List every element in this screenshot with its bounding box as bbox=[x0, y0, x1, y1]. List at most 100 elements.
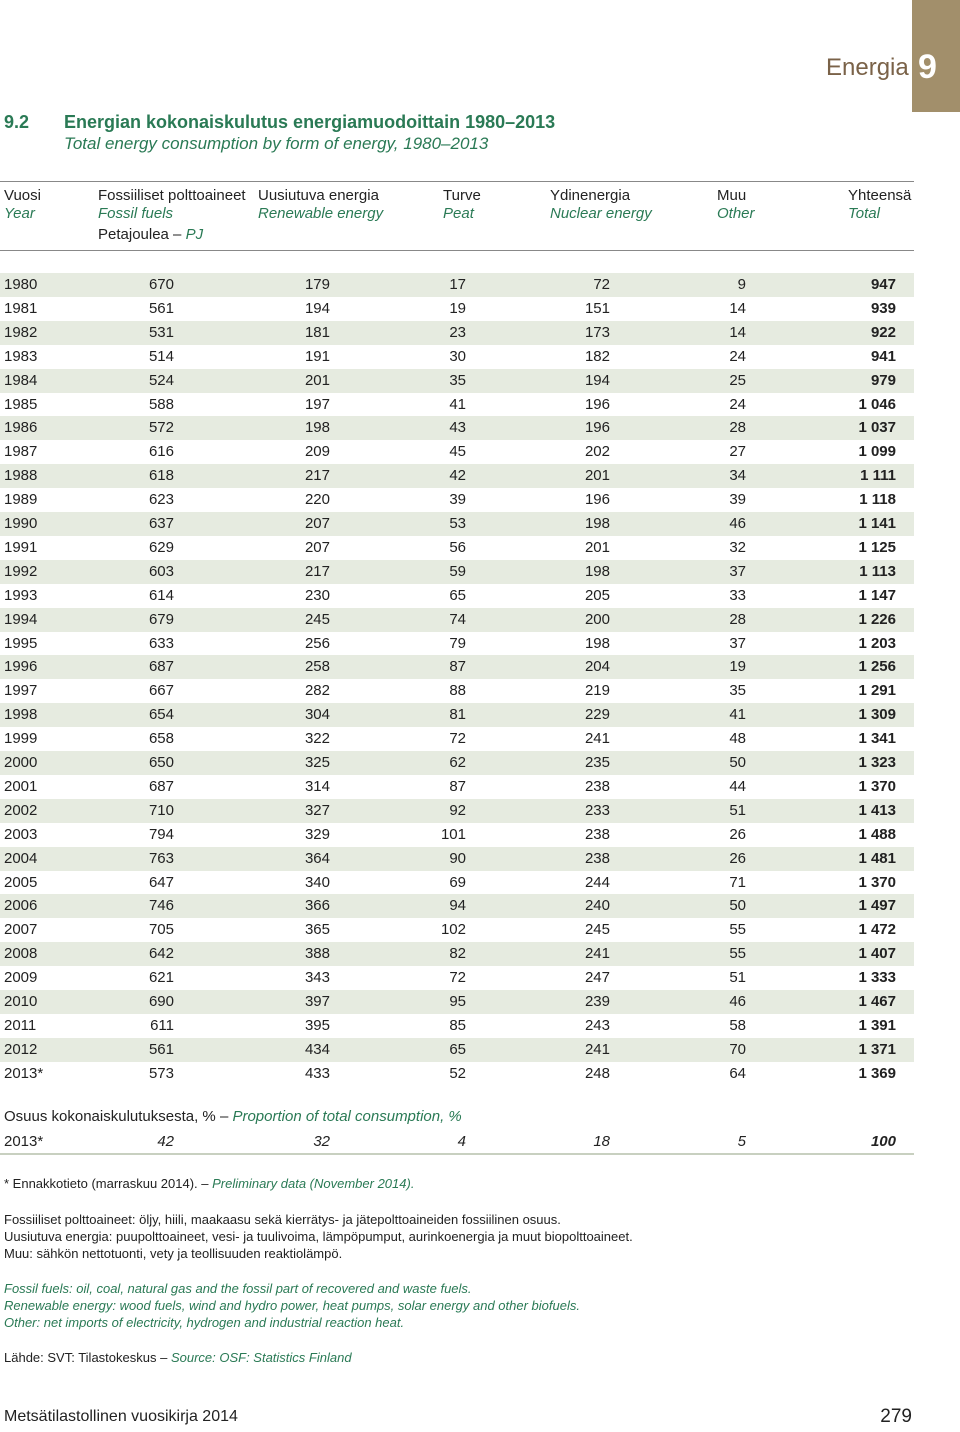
cell-nuclear: 72 bbox=[593, 276, 610, 293]
cell-total: 922 bbox=[870, 323, 896, 341]
cell-year: 2005 bbox=[4, 873, 38, 891]
table-row: 2004 763 364 90 238 26 1 481 bbox=[0, 846, 914, 871]
table-row: 2008 642 388 82 241 55 1 407 bbox=[0, 942, 914, 967]
table-number: 9.2 bbox=[4, 112, 30, 132]
cell-renewable: 197 bbox=[304, 395, 330, 413]
cell-other: 51 bbox=[729, 801, 746, 819]
cell-peat: 72 bbox=[449, 969, 466, 987]
cell-fossil: 614 bbox=[148, 586, 174, 604]
cell-year: 1997 bbox=[4, 682, 38, 700]
cell-fossil: 603 bbox=[148, 562, 174, 580]
cell-nuclear: 205 bbox=[584, 586, 610, 604]
cell-fossil: 679 bbox=[148, 610, 174, 628]
cell-peat: 39 bbox=[449, 491, 466, 509]
cell-nuclear: 202 bbox=[584, 443, 610, 461]
cell-other: 28 bbox=[729, 419, 746, 437]
cell-nuclear: 198 bbox=[584, 562, 610, 580]
cell-peat: 87 bbox=[449, 658, 466, 676]
cell-nuclear: 245 bbox=[584, 921, 610, 939]
cell-peat: 102 bbox=[440, 921, 466, 939]
cell-renewable: 343 bbox=[304, 969, 330, 987]
cell-total: 1 037 bbox=[858, 419, 896, 437]
cell-other: 58 bbox=[729, 1016, 746, 1034]
cell-nuclear: 235 bbox=[584, 754, 610, 771]
table-row: 1991 629 207 56 201 32 1 125 bbox=[0, 536, 914, 560]
cell-peat: 72 bbox=[449, 730, 466, 748]
cell-total: 1 481 bbox=[858, 849, 896, 867]
cell-year: 1985 bbox=[4, 395, 38, 413]
cell-nuclear: 194 bbox=[584, 371, 610, 389]
share-row: 2013* 42 32 4 18 5 100 bbox=[0, 1130, 914, 1152]
cell-other: 27 bbox=[729, 443, 746, 461]
cell-peat: 90 bbox=[449, 849, 466, 867]
cell-renewable: 433 bbox=[304, 1064, 330, 1082]
cell-fossil: 618 bbox=[148, 467, 174, 485]
cell-peat: 53 bbox=[449, 515, 466, 532]
cell-fossil: 746 bbox=[148, 897, 174, 915]
cell-total: 1 111 bbox=[860, 467, 896, 485]
note-fi-3: Muu: sähkön nettotuonti, vety ja teollis… bbox=[4, 1246, 343, 1261]
col-header-nuclear: Ydinenergia Nuclear energy bbox=[550, 187, 652, 222]
cell-renewable: 366 bbox=[304, 897, 330, 915]
table-row: 1987 616 209 45 202 27 1 099 bbox=[0, 440, 914, 464]
cell-total: 1 141 bbox=[858, 515, 896, 532]
header-bottom-rule bbox=[0, 250, 914, 251]
cell-nuclear: 238 bbox=[584, 849, 610, 867]
cell-other: 41 bbox=[729, 706, 746, 724]
cell-renewable: 179 bbox=[304, 276, 330, 293]
cell-fossil: 531 bbox=[148, 323, 174, 341]
cell-total: 1 413 bbox=[858, 801, 896, 819]
cell-year: 1984 bbox=[4, 371, 38, 389]
cell-peat: 69 bbox=[449, 873, 466, 891]
cell-peat: 56 bbox=[449, 538, 466, 556]
cell-other: 26 bbox=[729, 825, 746, 843]
note-en-3: Other: net imports of electricity, hydro… bbox=[4, 1315, 405, 1330]
cell-nuclear: 201 bbox=[584, 467, 610, 485]
table-row: 2006 746 366 94 240 50 1 497 bbox=[0, 894, 914, 919]
cell-other: 46 bbox=[729, 993, 746, 1010]
cell-other: 24 bbox=[729, 395, 746, 413]
cell-renewable: 325 bbox=[304, 754, 330, 771]
table-row: 1986 572 198 43 196 28 1 037 bbox=[0, 416, 914, 441]
note-en-2: Renewable energy: wood fuels, wind and h… bbox=[4, 1298, 580, 1313]
cell-peat: 30 bbox=[449, 347, 466, 365]
cell-year: 2000 bbox=[4, 754, 38, 771]
cell-fossil: 623 bbox=[148, 491, 174, 509]
cell-year: 1996 bbox=[4, 658, 38, 676]
cell-nuclear: 200 bbox=[584, 610, 610, 628]
cell-total: 1 323 bbox=[858, 754, 896, 771]
cell-peat: 74 bbox=[449, 610, 466, 628]
table-row: 1989 623 220 39 196 39 1 118 bbox=[0, 488, 914, 512]
cell-year: 1983 bbox=[4, 347, 38, 365]
cell-year: 1999 bbox=[4, 730, 38, 748]
cell-other: 55 bbox=[729, 945, 746, 963]
cell-fossil: 573 bbox=[148, 1064, 174, 1082]
cell-year: 1986 bbox=[4, 419, 38, 437]
cell-total: 1 497 bbox=[858, 897, 896, 915]
cell-year: 2009 bbox=[4, 969, 38, 987]
cell-total: 1 147 bbox=[858, 586, 896, 604]
chapter-number: 9 bbox=[918, 48, 937, 86]
cell-year: 1995 bbox=[4, 634, 38, 652]
cell-total: 1 203 bbox=[858, 634, 896, 652]
table-row: 2009 621 343 72 247 51 1 333 bbox=[0, 966, 914, 990]
table-row: 1990 637 207 53 198 46 1 141 bbox=[0, 512, 914, 536]
cell-fossil: 588 bbox=[148, 395, 174, 413]
cell-renewable: 364 bbox=[304, 849, 330, 867]
col-header-fossil: Fossiiliset polttoaineet Fossil fuels bbox=[98, 187, 246, 222]
cell-total: 979 bbox=[870, 371, 896, 389]
cell-renewable: 217 bbox=[304, 562, 330, 580]
cell-renewable: 217 bbox=[304, 467, 330, 485]
cell-renewable: 220 bbox=[304, 491, 330, 509]
cell-fossil: 670 bbox=[148, 276, 174, 293]
note-fi-2: Uusiutuva energia: puupolttoaineet, vesi… bbox=[4, 1229, 633, 1244]
cell-year: 1998 bbox=[4, 706, 38, 724]
cell-total: 1 099 bbox=[858, 443, 896, 461]
cell-renewable: 209 bbox=[304, 443, 330, 461]
cell-nuclear: 196 bbox=[584, 395, 610, 413]
cell-fossil: 637 bbox=[148, 515, 174, 532]
cell-total: 1 113 bbox=[859, 562, 896, 580]
table-title-fi: Energian kokonaiskulutus energiamuodoitt… bbox=[64, 112, 556, 132]
unit-label: Petajoulea – PJ bbox=[98, 226, 204, 243]
share-title: Osuus kokonaiskulutuksesta, % – Proporti… bbox=[4, 1108, 462, 1125]
